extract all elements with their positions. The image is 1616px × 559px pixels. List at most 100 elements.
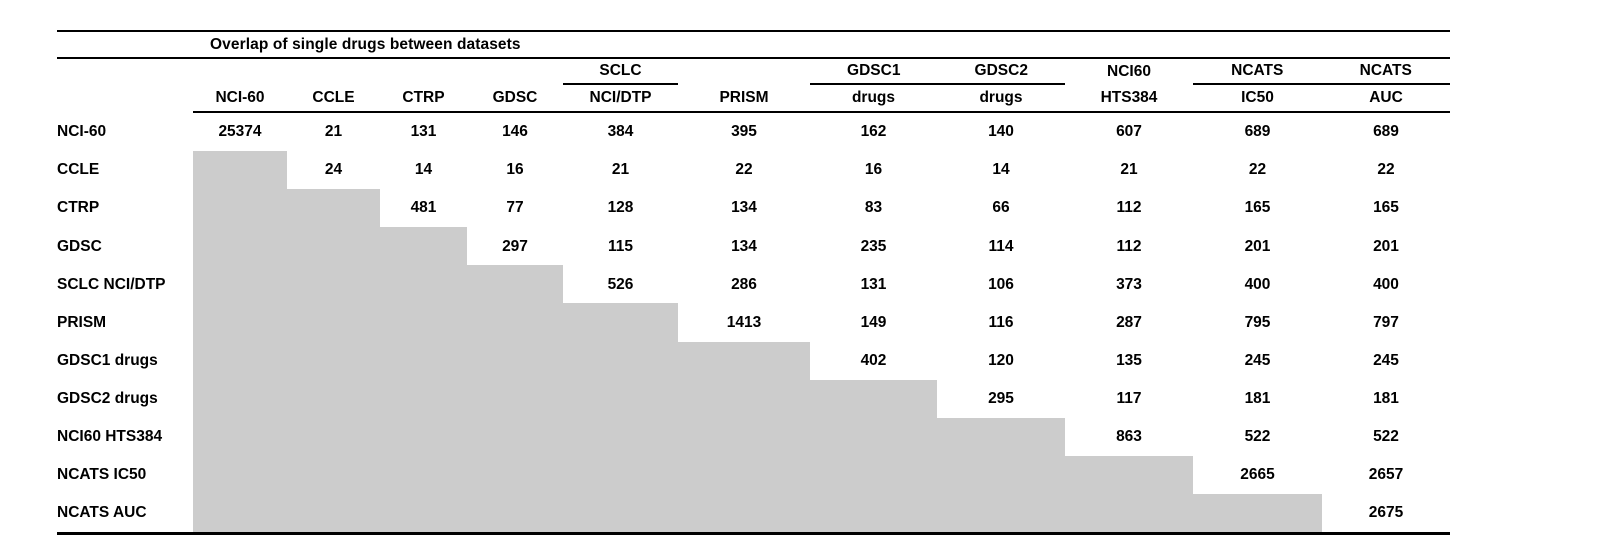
- table-row: GDSC2 drugs 295 117 181 181: [57, 379, 1450, 418]
- shaded-cell: [1065, 455, 1193, 494]
- table-row: PRISM 1413 149 116 287 795 797: [57, 303, 1450, 342]
- value-cell: 77: [506, 199, 524, 217]
- shaded-cell: [380, 417, 467, 456]
- value-cell: 286: [731, 275, 757, 293]
- shaded-cell: [380, 303, 467, 342]
- value-cell: 116: [988, 313, 1014, 331]
- shaded-cell: [193, 227, 287, 266]
- value-cell: 16: [864, 161, 883, 179]
- table-row: NCI60 HTS384 863 522 522: [57, 417, 1450, 456]
- value-cell: 2675: [1368, 504, 1404, 522]
- shaded-cell: [193, 493, 287, 533]
- row-label: NCI60 HTS384: [57, 428, 163, 446]
- value-cell: 120: [988, 351, 1014, 369]
- shaded-cell: [810, 455, 937, 494]
- shaded-cell: [467, 379, 563, 418]
- value-cell: 22: [1377, 161, 1395, 179]
- shaded-cell: [678, 455, 810, 494]
- value-cell: 21: [1120, 161, 1138, 179]
- row-label: CTRP: [57, 199, 100, 217]
- value-cell: 245: [1244, 351, 1271, 369]
- overlap-table: Overlap of single drugs between datasets…: [57, 30, 1450, 536]
- column-header-prism: PRISM: [719, 89, 769, 107]
- value-cell: 162: [860, 123, 887, 141]
- value-cell: 112: [1116, 237, 1142, 255]
- shaded-cell: [467, 493, 563, 533]
- value-cell: 135: [1116, 351, 1142, 369]
- row-label: NCI-60: [57, 123, 107, 141]
- matrix-body: NCI-60 25374 21 131 146 384 395 162 140 607 689 689…: [57, 113, 1450, 533]
- table-row: SCLC NCI/DTP 526 286 131 106 373 400 400: [57, 265, 1450, 304]
- value-cell: 395: [731, 123, 757, 141]
- column-group-ncats-ic50: NCATS: [1231, 62, 1284, 80]
- column-group-ncats-auc: NCATS: [1359, 62, 1412, 80]
- shaded-cell: [193, 379, 287, 418]
- value-cell: 22: [735, 161, 753, 179]
- row-label: PRISM: [57, 313, 107, 331]
- column-group-gdsc1: GDSC1: [847, 62, 901, 80]
- table-title-band: Overlap of single drugs between datasets: [57, 32, 1450, 57]
- value-cell: 134: [731, 199, 757, 217]
- shaded-cell: [678, 379, 810, 418]
- value-cell: 201: [1373, 237, 1399, 255]
- shaded-cell: [380, 455, 467, 494]
- shaded-cell: [193, 455, 287, 494]
- shaded-cell: [287, 265, 380, 304]
- shaded-cell: [193, 265, 287, 304]
- table-title: Overlap of single drugs between datasets: [210, 35, 521, 53]
- value-cell: 297: [502, 237, 528, 255]
- value-cell: 21: [324, 123, 343, 141]
- shaded-cell: [467, 303, 563, 342]
- value-cell: 2657: [1368, 466, 1404, 484]
- shaded-cell: [563, 417, 678, 456]
- value-cell: 131: [860, 275, 887, 293]
- value-cell: 112: [1116, 199, 1142, 217]
- value-cell: 481: [410, 199, 437, 217]
- table-row: NCI-60 25374 21 131 146 384 395 162 140 607 689 689: [57, 113, 1450, 151]
- shaded-cell: [287, 493, 380, 533]
- column-header-nci-dtp: NCI/DTP: [589, 89, 652, 107]
- value-cell: 128: [607, 199, 634, 217]
- value-cell: 165: [1244, 199, 1271, 217]
- value-cell: 526: [607, 275, 634, 293]
- shaded-cell: [1193, 493, 1322, 533]
- shaded-cell: [287, 417, 380, 456]
- value-cell: 131: [410, 123, 437, 141]
- corner-cell: [57, 85, 193, 111]
- value-cell: 25374: [218, 123, 262, 141]
- value-cell: 400: [1373, 275, 1399, 293]
- shaded-cell: [380, 379, 467, 418]
- value-cell: 287: [1116, 313, 1142, 331]
- column-header-ncats-auc: AUC: [1369, 89, 1403, 107]
- column-header-row: NCI-60 CCLE CTRP GDSC NCI/DTP PRISM drug…: [57, 85, 1450, 111]
- value-cell: 114: [988, 237, 1014, 255]
- shaded-cell: [810, 417, 937, 456]
- row-label: CCLE: [57, 161, 100, 179]
- table-row: GDSC1 drugs 402 120 135 245 245: [57, 341, 1450, 380]
- value-cell: 797: [1373, 313, 1399, 331]
- shaded-cell: [678, 493, 810, 533]
- column-header-gdsc: GDSC: [492, 89, 538, 107]
- row-label: GDSC: [57, 237, 102, 255]
- top-rule: [57, 30, 1450, 32]
- value-cell: 16: [506, 161, 524, 179]
- shaded-cell: [1065, 493, 1193, 533]
- shaded-cell: [563, 493, 678, 533]
- group-spacer: [678, 59, 810, 85]
- column-header-gdsc1-drugs: drugs: [851, 89, 896, 107]
- value-cell: 201: [1244, 237, 1271, 255]
- value-cell: 149: [860, 313, 887, 331]
- value-cell: 522: [1373, 428, 1399, 446]
- value-cell: 2665: [1240, 466, 1275, 484]
- shaded-cell: [937, 455, 1065, 494]
- column-header-hts384: HTS384: [1100, 89, 1158, 107]
- shaded-cell: [810, 379, 937, 418]
- shaded-cell: [193, 303, 287, 342]
- value-cell: 181: [1373, 389, 1399, 407]
- shaded-cell: [287, 455, 380, 494]
- shaded-cell: [380, 341, 467, 380]
- value-cell: 1413: [726, 313, 762, 331]
- shaded-cell: [563, 455, 678, 494]
- value-cell: 795: [1244, 313, 1271, 331]
